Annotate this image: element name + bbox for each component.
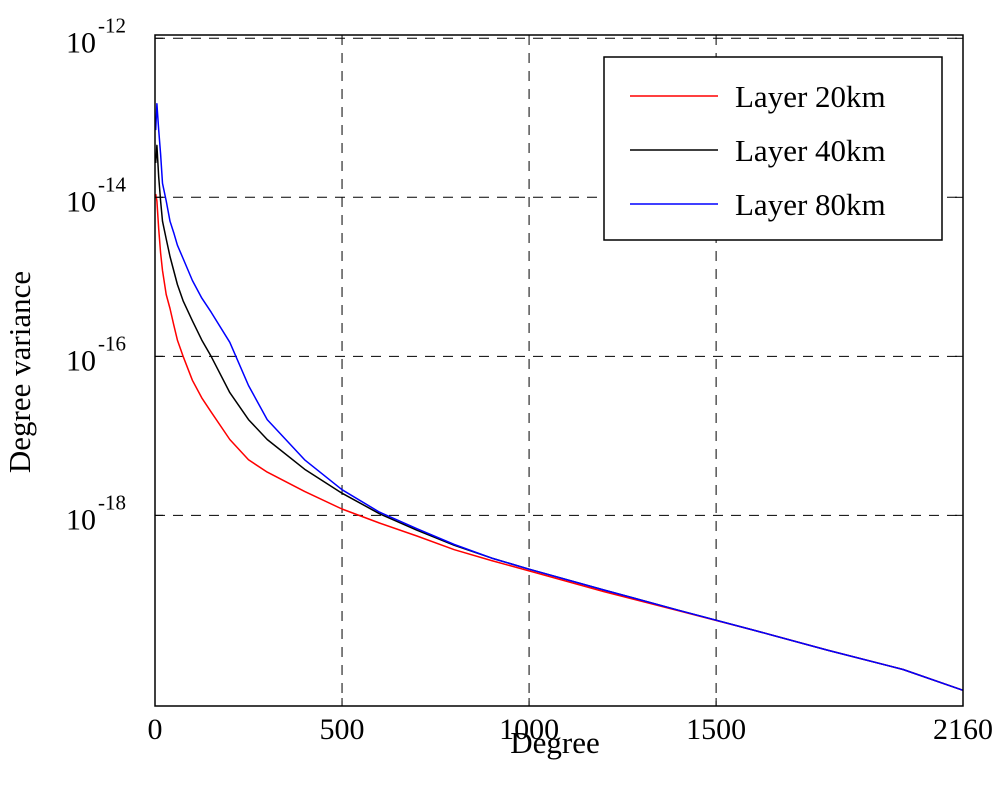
legend: Layer 20km Layer 40km Layer 80km — [603, 56, 943, 241]
series-line-layer-20km — [154, 193, 964, 692]
x-axis-ticks: 0 500 1000 1500 2160 — [148, 698, 993, 746]
y-tick-label-exponent: -16 — [98, 331, 126, 355]
series-lines — [154, 103, 964, 692]
y-tick-label-base: 10 — [66, 26, 96, 59]
legend-label-layer-40km: Layer 40km — [735, 133, 886, 168]
grid-lines — [155, 35, 963, 706]
y-axis-title: Degree variance — [2, 271, 37, 473]
y-tick-label-exponent: -18 — [98, 490, 126, 514]
x-axis-title: Degree — [510, 725, 600, 760]
y-tick-label-base: 10 — [66, 185, 96, 218]
y-tick-label-exponent: -12 — [98, 13, 126, 37]
legend-box — [603, 56, 943, 241]
series-line-layer-80km — [154, 103, 964, 692]
y-tick-label-exponent: -14 — [98, 172, 126, 196]
legend-label-layer-80km: Layer 80km — [735, 187, 886, 222]
legend-label-layer-20km: Layer 20km — [735, 79, 886, 114]
x-tick-label: 500 — [320, 713, 365, 746]
x-tick-label: 2160 — [933, 713, 993, 746]
x-tick-label: 1500 — [686, 713, 746, 746]
x-tick-label: 0 — [148, 713, 163, 746]
y-tick-label-base: 10 — [66, 503, 96, 536]
plot-frame — [154, 34, 964, 707]
x-tick-label: 1000 — [499, 713, 559, 746]
y-tick-label-base: 10 — [66, 344, 96, 377]
